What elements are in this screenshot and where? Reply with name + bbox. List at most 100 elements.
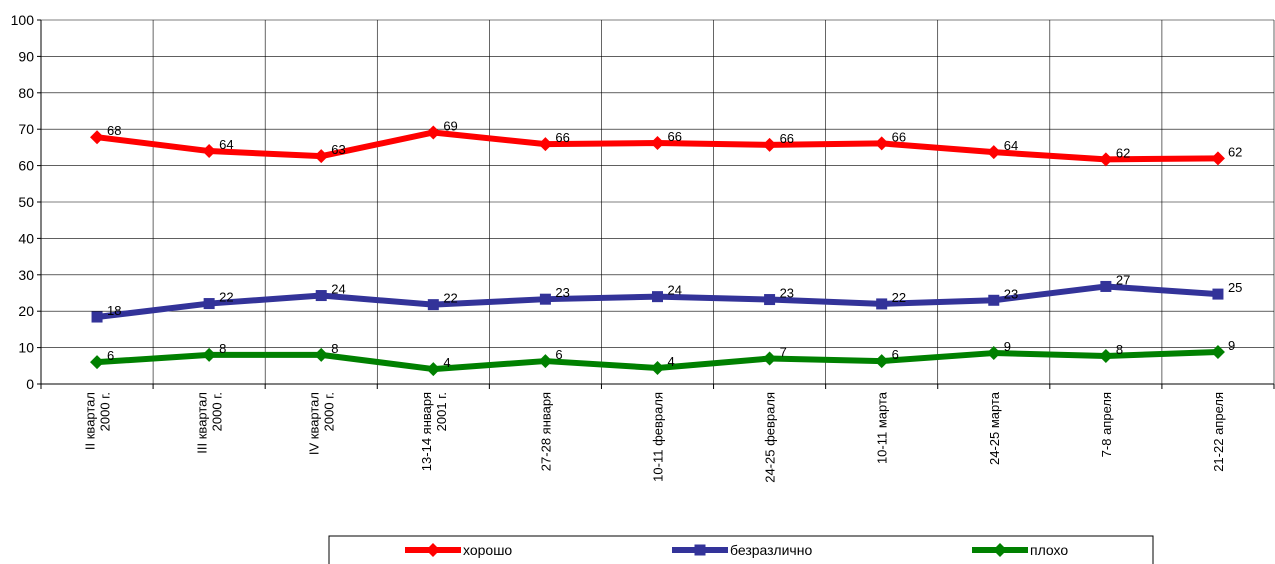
x-category-label: IV квартал 2000 г. <box>307 392 337 455</box>
y-tick-label: 20 <box>18 303 34 319</box>
x-category-label: III квартал 2000 г. <box>195 392 225 454</box>
data-label: 7 <box>780 345 787 360</box>
data-label: 23 <box>1004 286 1018 301</box>
data-label: 23 <box>780 286 794 301</box>
data-point <box>1100 280 1112 292</box>
data-label: 6 <box>107 348 114 363</box>
legend-item: хорошо <box>405 542 512 558</box>
x-category-label: 24-25 марта <box>987 391 1002 465</box>
legend-label: хорошо <box>463 542 512 558</box>
data-label: 66 <box>555 130 569 145</box>
data-point <box>90 355 105 370</box>
y-tick-label: 10 <box>18 340 34 356</box>
legend-label: плохо <box>1030 542 1068 558</box>
legend-swatch-marker <box>426 543 440 557</box>
data-label: 8 <box>1116 342 1123 357</box>
x-tick-label: 7-8 апреля <box>1099 392 1114 457</box>
data-point <box>426 362 441 377</box>
y-tick-label: 100 <box>11 12 35 28</box>
series-0: 68 64 63 69 66 66 66 66 64 62 62 <box>90 118 1242 167</box>
data-label: 8 <box>219 341 226 356</box>
x-category-label: 10-11 марта <box>875 391 890 464</box>
y-tick-label: 90 <box>18 48 34 64</box>
data-point <box>876 298 888 310</box>
data-label: 18 <box>107 303 121 318</box>
y-tick-label: 50 <box>18 194 34 210</box>
data-label: 68 <box>107 123 121 138</box>
data-label: 24 <box>331 282 345 297</box>
legend-item: безразлично <box>672 542 812 558</box>
x-tick-label: 27-28 января <box>538 392 553 471</box>
data-label: 62 <box>1228 144 1242 159</box>
data-label: 4 <box>443 355 450 370</box>
data-point <box>762 137 777 152</box>
data-point <box>1212 288 1224 300</box>
data-label: 64 <box>219 137 233 152</box>
y-tick-label: 30 <box>18 267 34 283</box>
data-label: 62 <box>1116 145 1130 160</box>
x-category-label: 10-11 февраля <box>651 392 666 482</box>
data-label: 63 <box>331 142 345 157</box>
data-point <box>762 351 777 366</box>
data-label: 6 <box>555 347 562 362</box>
data-point <box>202 347 217 362</box>
y-tick-label: 60 <box>18 158 34 174</box>
x-tick-label: 24-25 февраля <box>763 392 778 483</box>
data-label: 8 <box>331 341 338 356</box>
x-category-label: 27-28 января <box>538 392 553 471</box>
data-label: 64 <box>1004 138 1018 153</box>
data-point <box>203 298 215 310</box>
data-label: 9 <box>1004 339 1011 354</box>
x-tick-label: III квартал <box>195 392 210 454</box>
legend-item: плохо <box>972 542 1068 558</box>
data-point <box>986 346 1001 361</box>
x-tick-label: 21-22 апреля <box>1211 392 1226 472</box>
y-tick-label: 40 <box>18 230 34 246</box>
data-label: 66 <box>668 129 682 144</box>
data-point <box>315 290 327 302</box>
data-label: 66 <box>780 131 794 146</box>
x-axis: II квартал 2000 г. III квартал 2000 г. IV кв… <box>40 383 1275 483</box>
data-point <box>202 144 217 159</box>
y-tick-label: 70 <box>18 121 34 137</box>
x-tick-label: 13-14 января <box>419 392 434 471</box>
data-point <box>538 354 553 369</box>
data-point <box>1098 152 1113 167</box>
data-label: 23 <box>555 285 569 300</box>
x-tick-label: 2000 г. <box>98 392 113 431</box>
x-tick-label: 2001 г. <box>434 392 449 431</box>
data-point <box>314 347 329 362</box>
data-point <box>874 354 889 369</box>
x-tick-label: 10-11 марта <box>875 391 890 464</box>
x-category-label: 7-8 апреля <box>1099 392 1114 457</box>
data-label: 22 <box>443 291 457 306</box>
data-label: 27 <box>1116 272 1130 287</box>
data-label: 69 <box>443 118 457 133</box>
data-label: 4 <box>668 354 675 369</box>
data-point <box>427 299 439 311</box>
legend-swatch-marker <box>694 544 706 556</box>
y-axis: 0 10 20 30 40 50 60 70 80 90 100 <box>11 12 42 392</box>
x-category-label: 21-22 апреля <box>1211 392 1226 472</box>
data-point <box>874 136 889 151</box>
data-label: 24 <box>668 283 682 298</box>
series-2: 6 8 8 4 6 4 7 6 9 8 9 <box>90 338 1235 377</box>
data-point <box>91 311 103 323</box>
x-tick-label: 24-25 марта <box>987 391 1002 465</box>
data-point <box>988 294 1000 306</box>
data-point <box>764 294 776 306</box>
legend-label: безразлично <box>730 542 812 558</box>
data-label: 66 <box>892 129 906 144</box>
data-label: 6 <box>892 347 899 362</box>
x-tick-label: IV квартал <box>307 392 322 455</box>
x-tick-label: 10-11 февраля <box>651 392 666 482</box>
series-1: 18 22 24 22 23 24 23 22 23 27 25 <box>91 272 1242 323</box>
data-point <box>652 291 663 303</box>
x-tick-label: II квартал <box>83 392 98 450</box>
data-point <box>538 137 553 152</box>
data-point <box>1210 344 1225 359</box>
data-label: 22 <box>219 290 233 305</box>
x-category-label: II квартал 2000 г. <box>83 392 113 450</box>
